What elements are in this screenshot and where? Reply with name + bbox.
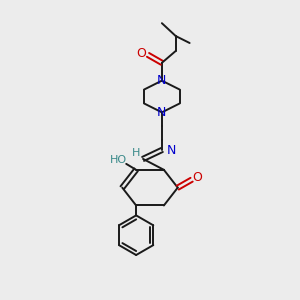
Text: N: N xyxy=(167,143,176,157)
Text: N: N xyxy=(157,74,167,87)
Text: N: N xyxy=(157,106,167,119)
Text: O: O xyxy=(136,47,146,60)
Text: H: H xyxy=(132,148,140,158)
Text: O: O xyxy=(193,171,202,184)
Text: HO: HO xyxy=(110,155,127,165)
